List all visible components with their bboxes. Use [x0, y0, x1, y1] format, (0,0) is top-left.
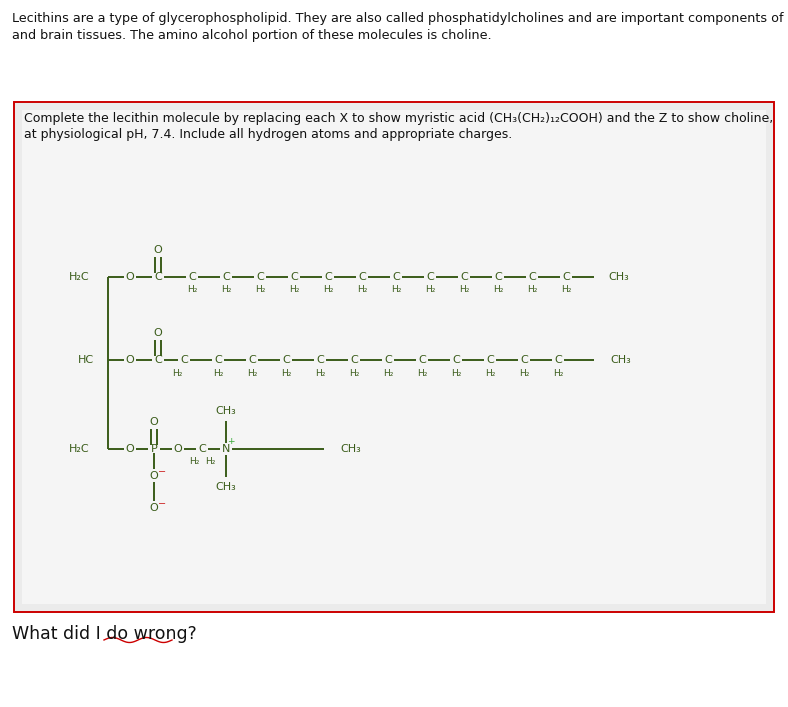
Text: O: O	[125, 272, 135, 282]
Text: O: O	[150, 503, 158, 513]
Text: H₂: H₂	[527, 286, 537, 295]
Text: P: P	[151, 444, 158, 454]
Text: O: O	[173, 444, 182, 454]
Text: Complete the lecithin molecule by replacing each X to show myristic acid (CH₃(CH: Complete the lecithin molecule by replac…	[24, 112, 773, 125]
Bar	[22, 110, 766, 604]
Text: Lecithins are a type of glycerophospholipid. They are also called phosphatidylch: Lecithins are a type of glycerophospholi…	[12, 12, 788, 25]
Text: H₂: H₂	[459, 286, 469, 295]
Text: O: O	[150, 471, 158, 481]
Text: H₂: H₂	[451, 368, 461, 378]
Text: H₂C: H₂C	[69, 444, 90, 454]
Text: C: C	[188, 272, 196, 282]
Text: N: N	[221, 444, 230, 454]
Text: H₂: H₂	[553, 368, 563, 378]
Text: and brain tissues. The amino alcohol portion of these molecules is choline.: and brain tissues. The amino alcohol por…	[12, 29, 492, 42]
Text: C: C	[554, 355, 562, 365]
Text: H₂: H₂	[255, 286, 266, 295]
Text: H₂: H₂	[383, 368, 393, 378]
Text: C: C	[486, 355, 494, 365]
Text: C: C	[248, 355, 256, 365]
Text: C: C	[452, 355, 460, 365]
Text: O: O	[154, 328, 162, 338]
Text: C: C	[426, 272, 434, 282]
Text: H₂: H₂	[349, 368, 359, 378]
Text: C: C	[154, 272, 162, 282]
Text: H₂: H₂	[187, 286, 197, 295]
Text: H₂: H₂	[221, 286, 231, 295]
Text: CH₃: CH₃	[608, 272, 629, 282]
Bar	[14, 102, 774, 612]
Text: C: C	[520, 355, 528, 365]
Text: C: C	[562, 272, 570, 282]
Text: H₂: H₂	[289, 286, 299, 295]
Text: C: C	[384, 355, 392, 365]
Text: H₂: H₂	[485, 368, 495, 378]
Text: H₂: H₂	[323, 286, 333, 295]
Text: H₂: H₂	[247, 368, 257, 378]
Text: H₂: H₂	[205, 457, 215, 467]
Text: O: O	[154, 245, 162, 255]
Text: CH₃: CH₃	[216, 406, 236, 416]
Text: −: −	[158, 499, 166, 509]
Text: C: C	[154, 355, 162, 365]
Text: C: C	[222, 272, 230, 282]
Text: C: C	[180, 355, 188, 365]
Text: C: C	[316, 355, 324, 365]
Text: C: C	[290, 272, 298, 282]
Text: O: O	[125, 444, 135, 454]
Text: CH₃: CH₃	[610, 355, 630, 365]
Text: H₂: H₂	[281, 368, 292, 378]
Text: C: C	[214, 355, 222, 365]
Text: O: O	[125, 355, 135, 365]
Text: C: C	[282, 355, 290, 365]
Text: H₂: H₂	[492, 286, 504, 295]
Text: O: O	[150, 417, 158, 427]
Text: C: C	[198, 444, 206, 454]
Text: HC: HC	[78, 355, 94, 365]
Text: H₂: H₂	[425, 286, 435, 295]
Text: +: +	[227, 436, 235, 445]
Text: H₂: H₂	[519, 368, 530, 378]
Text: H₂: H₂	[561, 286, 571, 295]
Text: at physiological pH, 7.4. Include all hydrogen atoms and appropriate charges.: at physiological pH, 7.4. Include all hy…	[24, 128, 512, 141]
Text: −: −	[158, 467, 166, 477]
Text: C: C	[350, 355, 358, 365]
Text: H₂: H₂	[357, 286, 367, 295]
Text: C: C	[256, 272, 264, 282]
Text: C: C	[392, 272, 400, 282]
Text: C: C	[528, 272, 536, 282]
Text: CH₃: CH₃	[216, 482, 236, 492]
Text: C: C	[358, 272, 366, 282]
Text: C: C	[460, 272, 468, 282]
Text: C: C	[418, 355, 426, 365]
Text: What did I do wrong?: What did I do wrong?	[12, 625, 197, 643]
Text: H₂C: H₂C	[69, 272, 90, 282]
Text: CH₃: CH₃	[340, 444, 361, 454]
Text: H₂: H₂	[189, 457, 199, 467]
Text: H₂: H₂	[213, 368, 223, 378]
Text: C: C	[494, 272, 502, 282]
Text: H₂: H₂	[417, 368, 427, 378]
Text: H₂: H₂	[315, 368, 325, 378]
Text: C: C	[324, 272, 332, 282]
Text: H₂: H₂	[172, 368, 182, 378]
Text: H₂: H₂	[391, 286, 401, 295]
